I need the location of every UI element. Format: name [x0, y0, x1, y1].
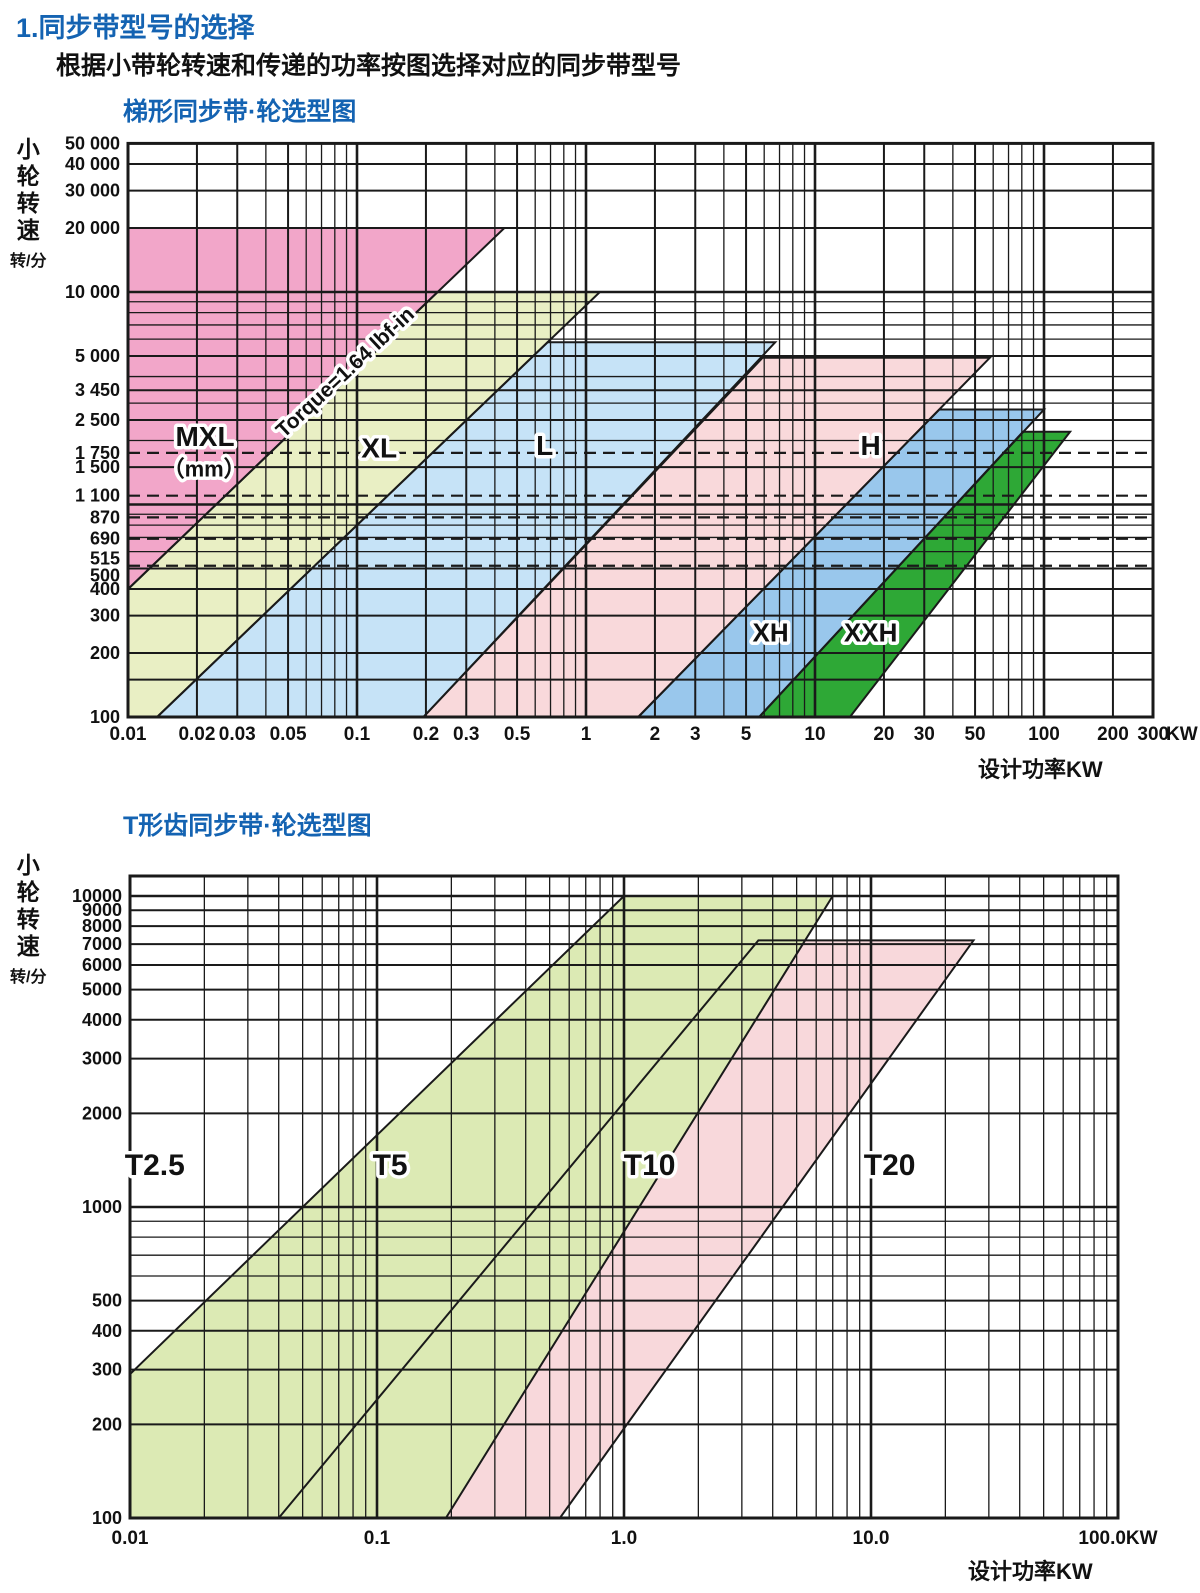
x-tick-label: 1 [581, 724, 592, 745]
x-tick-label: 0.5 [504, 724, 531, 745]
y-tick-label: 300 [90, 606, 120, 626]
chart1-title: 梯形同步带·轮选型图 [123, 98, 357, 126]
chart1-y-axis-label: 小轮转速转/分 [10, 136, 46, 271]
x-tick-label: 2 [650, 724, 661, 745]
y-tick-label: 690 [90, 529, 120, 549]
region-label: XXH [844, 618, 897, 648]
region-label: MXL [175, 421, 234, 452]
y-axis-label-char: 速 [16, 933, 40, 959]
y-tick-label: 50 000 [65, 133, 120, 153]
chart2-y-axis-label: 小轮转速转/分 [10, 852, 46, 987]
y-tick-label: 9000 [82, 900, 122, 920]
y-tick-label: 1 100 [75, 486, 120, 506]
region-label: （mm） [163, 457, 246, 482]
x-tick-label: 0.1 [364, 1528, 391, 1549]
x-tick-label: 0.02 [178, 724, 215, 745]
x-tick-label: 300 [1137, 724, 1169, 745]
y-tick-label: 4000 [82, 1010, 122, 1030]
x-tick-label: 0.2 [413, 724, 439, 745]
y-tick-label: 400 [90, 579, 120, 599]
plot-border [126, 141, 1155, 719]
x-tick-label: 100.0KW [1078, 1528, 1157, 1549]
x-tick-label: 0.1 [344, 724, 371, 745]
y-tick-label: 20 000 [65, 218, 120, 238]
region-label: T2.5 [125, 1149, 185, 1182]
y-tick-label: 1 750 [75, 443, 120, 463]
y-axis-label-char: 小 [16, 136, 40, 162]
y-tick-label: 7000 [82, 934, 122, 954]
region-label: XL [361, 433, 397, 464]
y-tick-label: 8000 [82, 916, 122, 936]
x-tick-label: 200 [1097, 724, 1129, 745]
y-tick-label: 200 [92, 1414, 122, 1434]
y-tick-label: 400 [92, 1321, 122, 1341]
band-XH [638, 409, 1044, 717]
y-tick-label: 515 [90, 549, 120, 569]
region-label: T5 [373, 1149, 408, 1182]
x-tick-label: 100 [1028, 724, 1060, 745]
x-tick-label: 5 [741, 724, 752, 745]
y-tick-label: 100 [90, 707, 120, 727]
y-tick-label: 1000 [82, 1197, 122, 1217]
region-label: XH [753, 618, 789, 648]
chart2-title: T形齿同步带·轮选型图 [123, 812, 372, 840]
x-tick-label: 10 [804, 724, 825, 745]
x-tick-label: 0.03 [219, 724, 256, 745]
y-tick-label: 3000 [82, 1049, 122, 1069]
y-tick-label: 40 000 [65, 154, 120, 174]
x-tick-label: 1.0 [611, 1528, 637, 1549]
band-XXH [759, 431, 1071, 717]
y-tick-label: 300 [92, 1360, 122, 1380]
y-tick-label: 30 000 [65, 181, 120, 201]
y-axis-label-char: 转 [16, 906, 40, 932]
plot-border [128, 874, 1120, 1520]
y-axis-unit: 转/分 [10, 969, 47, 986]
y-tick-label: 870 [90, 507, 120, 527]
x-tick-label: 20 [873, 724, 894, 745]
region-label: T10 [624, 1149, 676, 1182]
y-axis-label-char: 小 [16, 852, 40, 878]
x-tick-label: 3 [690, 724, 701, 745]
y-axis-label-char: 转 [16, 190, 40, 216]
x-tick-label: 0.05 [270, 724, 307, 745]
y-tick-label: 6000 [82, 955, 122, 975]
y-tick-label: 5 000 [75, 346, 120, 366]
y-tick-label: 5000 [82, 980, 122, 1000]
y-axis-unit: 转/分 [10, 253, 47, 270]
y-tick-label: 100 [92, 1508, 122, 1528]
x-tick-label: 50 [964, 724, 985, 745]
region-label: H [861, 430, 881, 461]
x-tick-label: 10.0 [853, 1528, 890, 1549]
y-tick-label: 3 450 [75, 380, 120, 400]
y-tick-label: 200 [90, 643, 120, 663]
x-tick-label: 0.01 [112, 1528, 149, 1549]
page-subtitle: 根据小带轮转速和传递的功率按图选择对应的同步带型号 [56, 52, 682, 80]
y-axis-label-char: 轮 [16, 879, 40, 905]
y-tick-label: 2000 [82, 1103, 122, 1123]
region-label: L [536, 430, 553, 461]
y-tick-label: 500 [90, 565, 120, 585]
y-tick-label: 500 [92, 1291, 122, 1311]
x-tick-label: 30 [914, 724, 935, 745]
region-label: T20 [864, 1149, 916, 1182]
chart1-x-axis-label: 设计功率KW [978, 757, 1103, 782]
y-tick-label: 10000 [72, 886, 122, 906]
x-axis-unit: KW [1166, 724, 1198, 745]
y-axis-label-char: 轮 [16, 163, 40, 189]
page-title: 1.同步带型号的选择 [16, 13, 255, 43]
y-tick-label: 2 500 [75, 410, 120, 430]
y-tick-label: 10 000 [65, 282, 120, 302]
y-tick-label: 1 500 [75, 457, 120, 477]
chart2-x-axis-label: 设计功率KW [968, 1559, 1093, 1584]
y-axis-label-char: 速 [16, 217, 40, 243]
x-tick-label: 0.3 [453, 724, 479, 745]
x-tick-label: 0.01 [110, 724, 147, 745]
chart-2: T2.5 T5 T10 T20 0.01 0.1 1.0 10.0 100.0KW 1000090… [72, 874, 1158, 1549]
